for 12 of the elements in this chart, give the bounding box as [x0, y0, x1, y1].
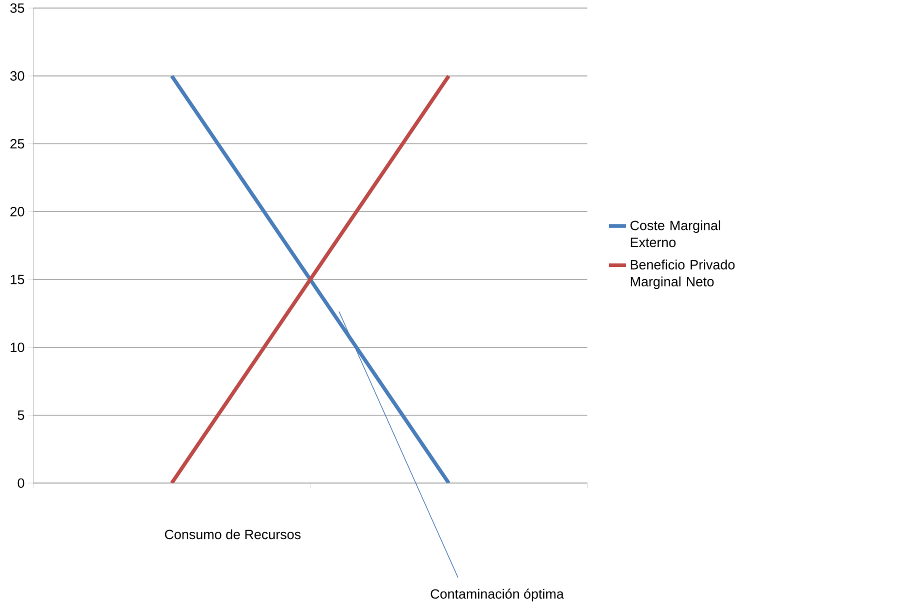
- y-tick-label: 35: [10, 4, 24, 14]
- y-tick-label: 30: [10, 71, 24, 81]
- y-tick-label: 5: [18, 410, 24, 420]
- y-tick-label: 15: [10, 275, 24, 284]
- y-tick-label: 0: [18, 478, 24, 488]
- text: Contaminación óptima: [430, 588, 564, 602]
- legend-label: Coste Marginal Externo: [630, 220, 720, 248]
- x-axis-title: Consumo de Recursos: [164, 530, 301, 540]
- y-tick-label: 10: [10, 342, 24, 352]
- y-tick-label: 25: [10, 139, 24, 149]
- y-tick-label: 20: [10, 207, 24, 217]
- legend-label: Beneficio Privado Marginal Neto: [630, 260, 735, 290]
